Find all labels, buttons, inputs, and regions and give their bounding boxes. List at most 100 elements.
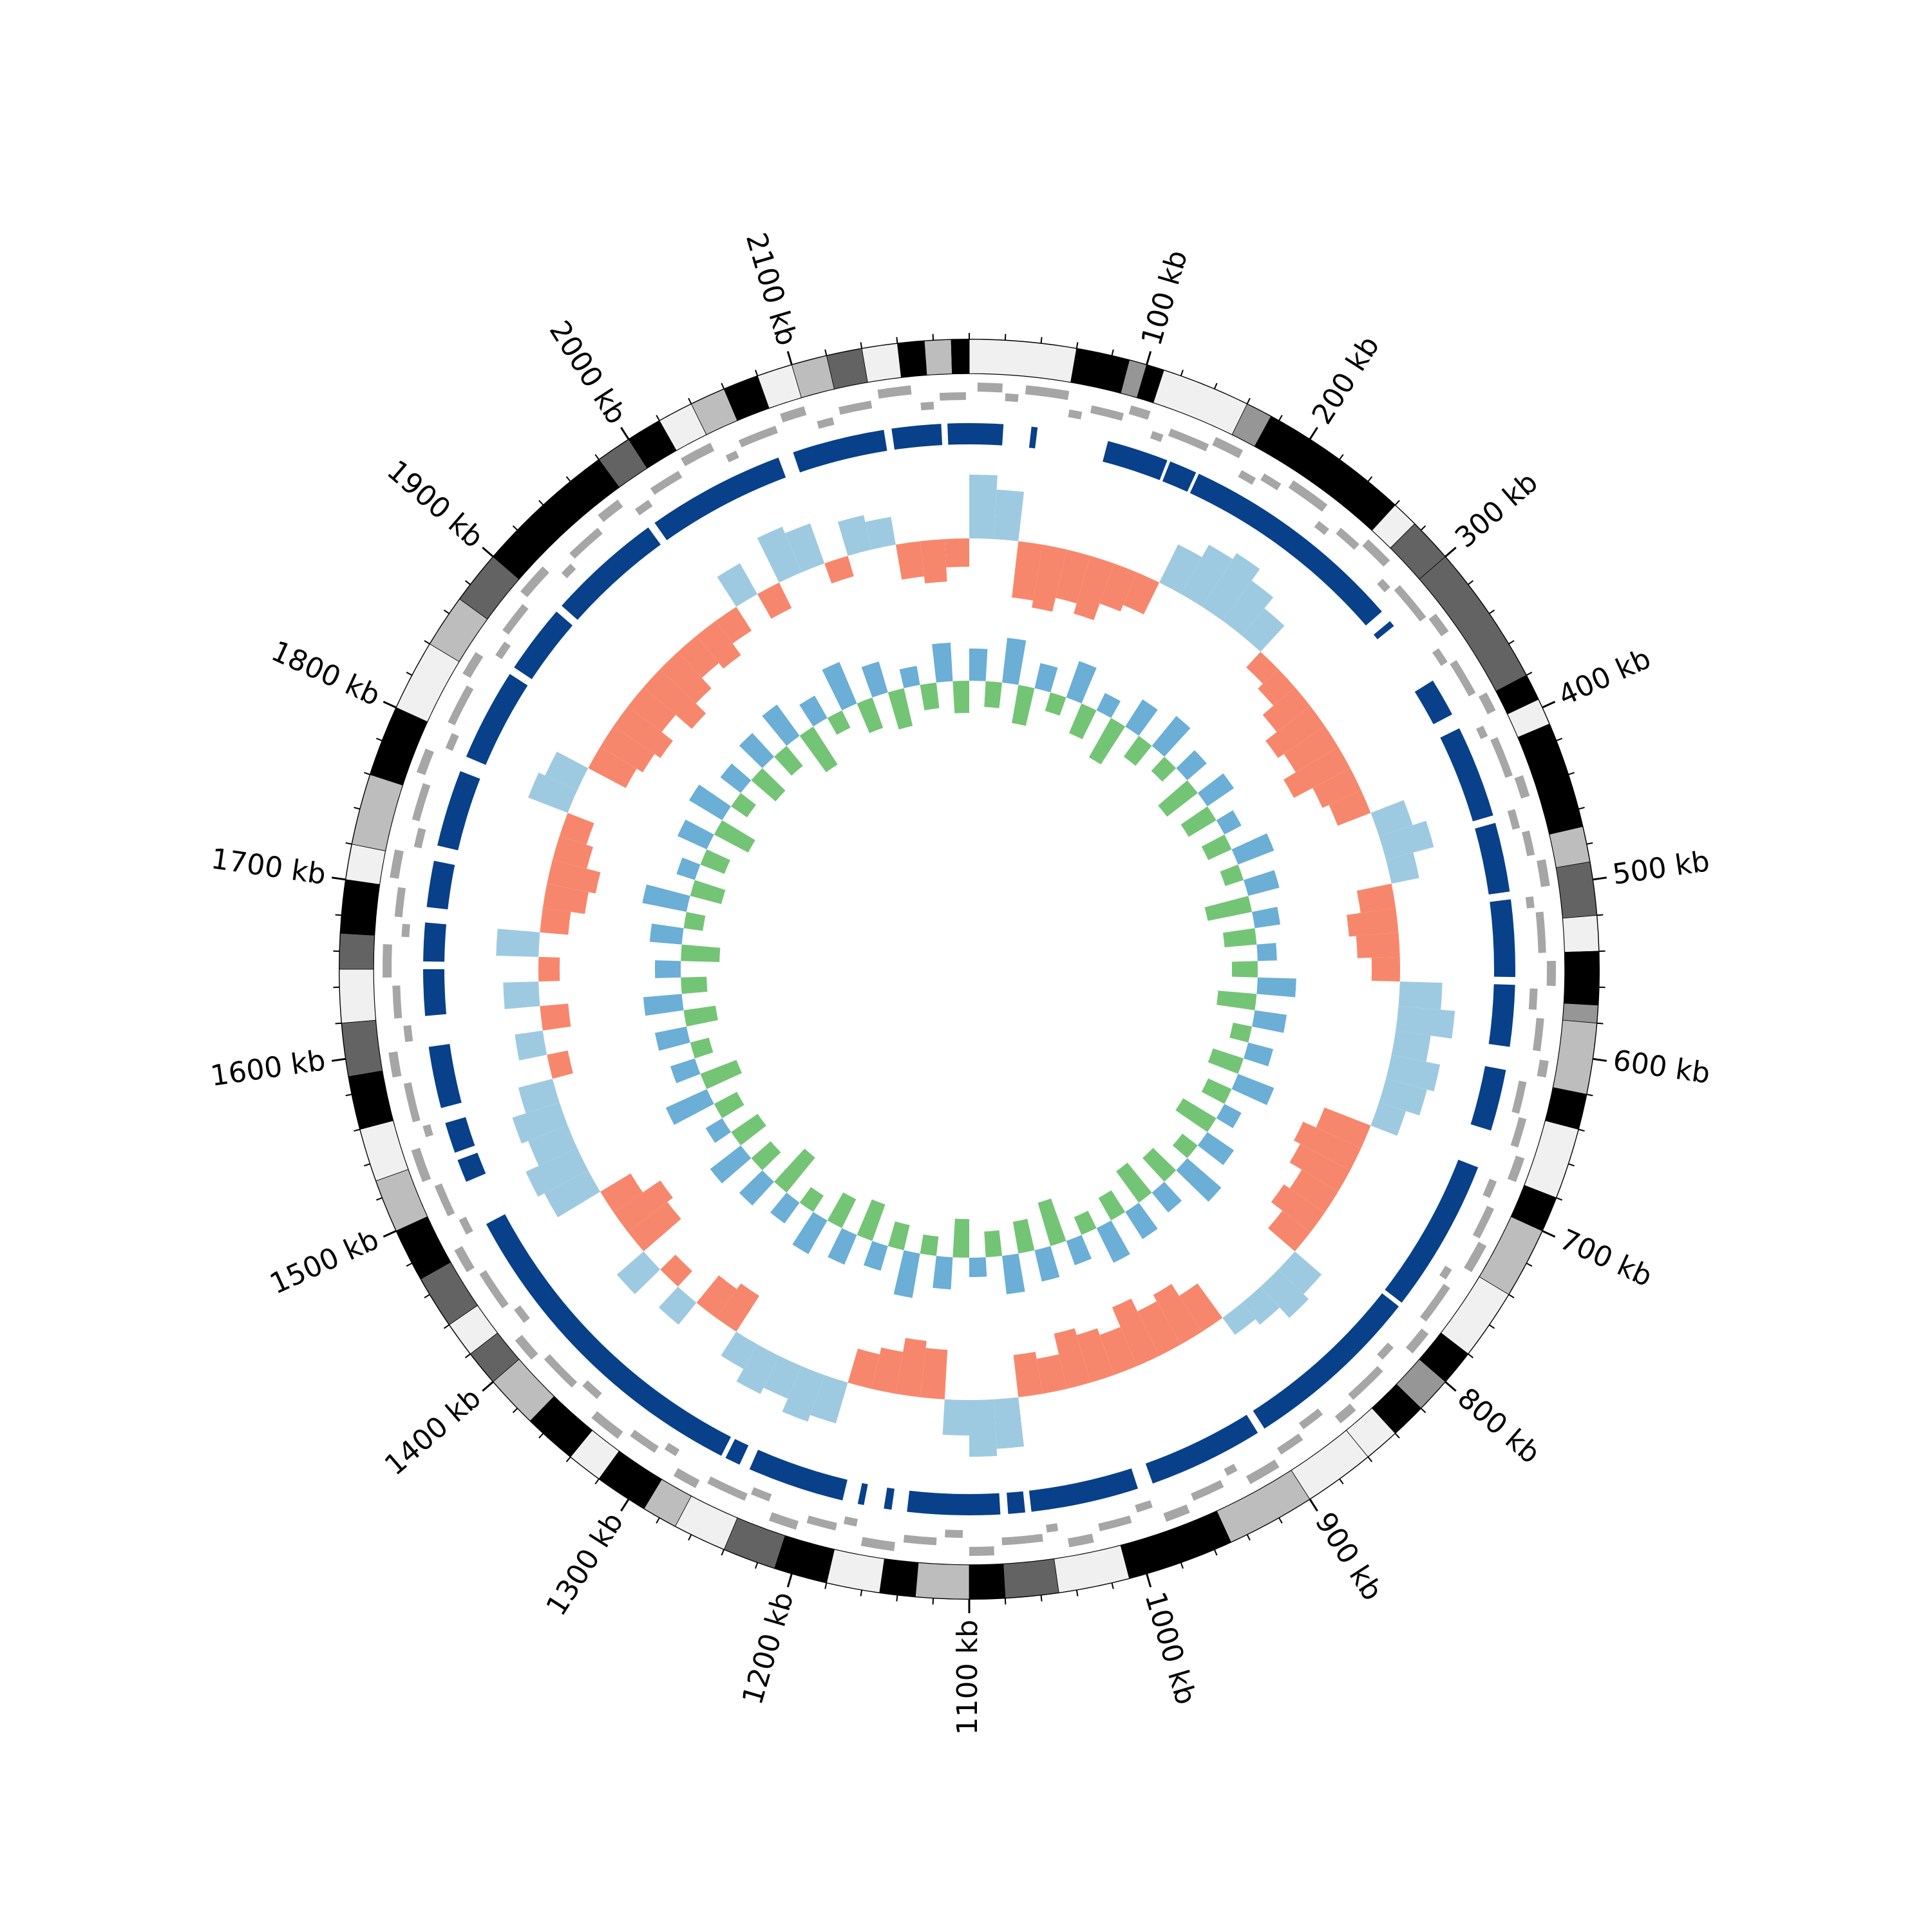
skew-bar xyxy=(658,1286,697,1325)
major-tick xyxy=(786,351,793,366)
content-bar xyxy=(670,1058,701,1084)
skew-bar xyxy=(1268,1210,1311,1252)
minor-tick xyxy=(1004,334,1007,341)
gene xyxy=(392,985,402,1019)
band xyxy=(774,1535,835,1584)
skew-bar xyxy=(838,515,872,556)
skew-bar xyxy=(848,1349,880,1389)
band xyxy=(1254,416,1396,531)
minor-tick xyxy=(335,914,342,916)
content-bar xyxy=(1012,1218,1035,1254)
content-bar xyxy=(1037,1198,1066,1246)
skew-bar xyxy=(1329,790,1371,826)
band xyxy=(352,774,403,851)
content-bar xyxy=(714,820,755,853)
skew-bar xyxy=(1076,1328,1114,1383)
content-bar xyxy=(1096,1220,1130,1263)
gene xyxy=(977,383,1003,393)
skew-bar xyxy=(1370,1102,1406,1136)
skew-bar xyxy=(660,1255,692,1287)
content-bar xyxy=(710,1145,752,1184)
content-bar xyxy=(792,1211,828,1255)
minor-tick xyxy=(896,337,898,344)
tick-label: 1400 kb xyxy=(379,1381,488,1482)
gene xyxy=(1510,1117,1527,1148)
gene xyxy=(403,1025,413,1043)
gene xyxy=(1163,1504,1190,1522)
minor-tick xyxy=(860,342,863,349)
gene xyxy=(1314,520,1329,535)
minor-tick xyxy=(1596,914,1604,916)
skew-bar xyxy=(1265,706,1325,759)
gene xyxy=(1478,692,1496,715)
minor-tick xyxy=(375,737,383,742)
content-bar xyxy=(1034,1245,1060,1282)
skew-bar xyxy=(994,1397,1025,1449)
band xyxy=(879,1558,919,1597)
tick-label: 1100 kb xyxy=(951,1620,984,1735)
skew-bar xyxy=(1312,768,1361,808)
content-bar xyxy=(665,1089,714,1125)
gene xyxy=(903,1535,937,1546)
gene xyxy=(445,733,459,751)
band xyxy=(341,1019,383,1077)
minor-tick xyxy=(1339,1478,1344,1484)
skew-bar xyxy=(1283,746,1350,798)
content-bar xyxy=(799,1187,824,1212)
minor-tick xyxy=(464,1353,471,1359)
minor-tick xyxy=(1420,525,1426,531)
block xyxy=(907,1490,1001,1515)
content-bar xyxy=(655,960,681,978)
skew-bar xyxy=(895,1338,927,1397)
skew-bar xyxy=(1246,652,1278,684)
skew-bar xyxy=(528,1125,578,1166)
content-bar xyxy=(1256,977,1296,998)
skew-bar xyxy=(496,929,540,957)
gene xyxy=(780,406,807,422)
minor-tick xyxy=(464,580,471,585)
skew-bar xyxy=(1294,1121,1361,1171)
gene xyxy=(1450,659,1476,697)
skew-bar xyxy=(717,563,758,607)
minor-tick xyxy=(824,349,828,356)
minor-tick xyxy=(1420,1407,1426,1414)
major-tick xyxy=(1444,1381,1457,1392)
band xyxy=(1555,861,1597,919)
skew-bar xyxy=(763,1356,802,1399)
gene xyxy=(1098,1515,1132,1531)
minor-tick xyxy=(1246,397,1251,404)
skew-bar xyxy=(1379,820,1434,860)
minor-tick xyxy=(354,1128,361,1132)
content-bar xyxy=(681,944,721,962)
content-bar xyxy=(1098,1190,1126,1221)
minor-tick xyxy=(1508,639,1515,645)
band xyxy=(826,1549,885,1593)
tick-label: 2000 kb xyxy=(543,315,633,430)
skew-bar xyxy=(616,1251,661,1294)
content-bar xyxy=(688,784,732,820)
content-bar xyxy=(1201,1078,1232,1104)
content-bar xyxy=(984,681,1003,708)
gene xyxy=(1537,1059,1549,1078)
content-bar xyxy=(893,1250,920,1298)
gene xyxy=(394,887,406,918)
skew-bar xyxy=(540,907,571,935)
content-bar xyxy=(1256,943,1277,961)
gene xyxy=(1046,1523,1059,1533)
gene xyxy=(459,1217,473,1235)
minor-tick xyxy=(1213,383,1218,390)
content-bar xyxy=(1034,663,1058,693)
band xyxy=(339,969,376,1024)
band xyxy=(1216,1470,1311,1543)
content-bar xyxy=(1220,864,1244,886)
skew-bar xyxy=(1271,1184,1325,1233)
gene xyxy=(1260,473,1282,491)
gene xyxy=(1394,585,1426,622)
gene xyxy=(1511,1080,1527,1114)
minor-tick xyxy=(1278,1517,1283,1524)
skew-bar xyxy=(600,1173,643,1213)
major-tick xyxy=(482,1381,494,1392)
gene xyxy=(1288,480,1328,512)
minor-tick xyxy=(656,1517,660,1524)
